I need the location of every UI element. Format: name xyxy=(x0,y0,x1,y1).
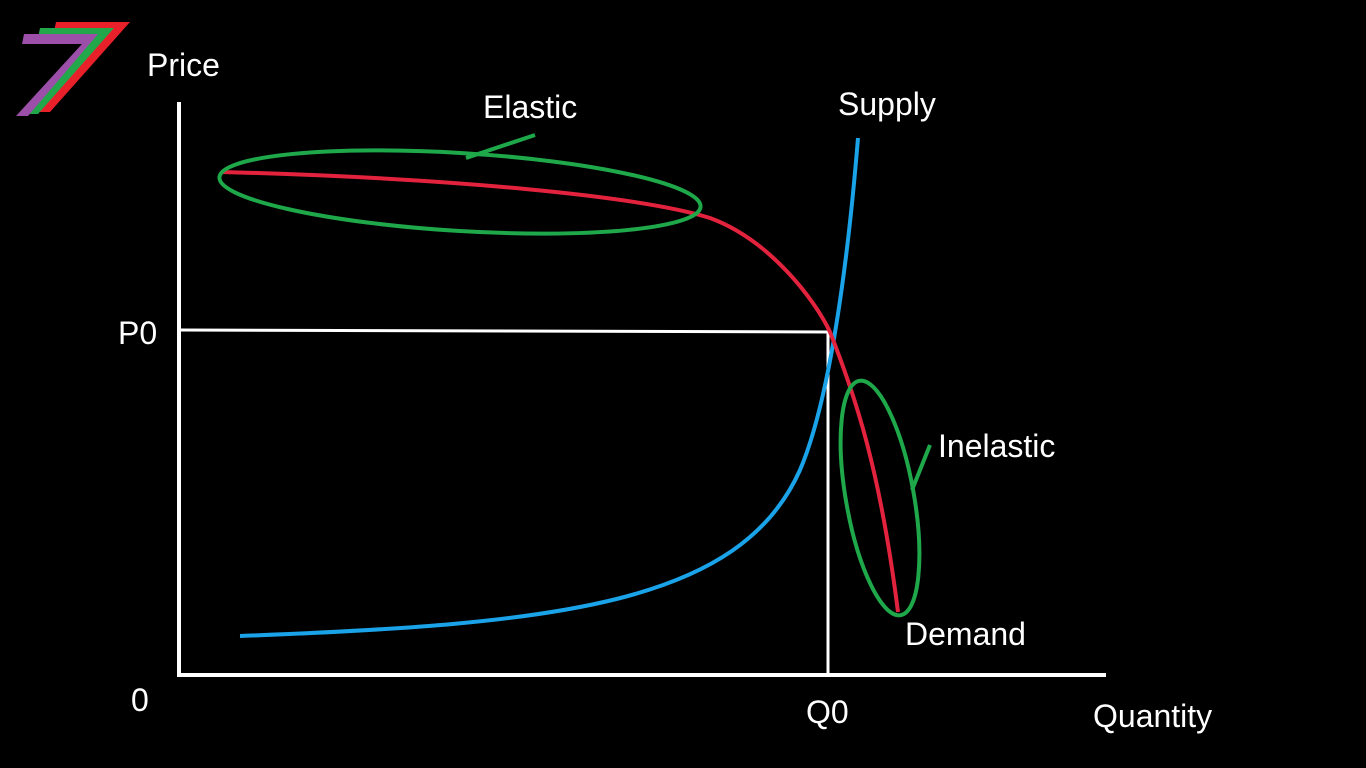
elastic-highlight xyxy=(217,133,703,236)
q0-label: Q0 xyxy=(806,694,849,730)
demand-curve xyxy=(221,170,900,613)
x-axis-label: Quantity xyxy=(1093,698,1212,734)
demand-label: Demand xyxy=(905,616,1026,652)
seven-stripes-logo-icon xyxy=(16,22,130,116)
p0-label: P0 xyxy=(118,315,157,351)
p0-guide-line xyxy=(178,328,829,334)
inelastic-highlight xyxy=(838,378,932,618)
elastic-label: Elastic xyxy=(483,89,577,125)
inelastic-label: Inelastic xyxy=(938,428,1055,464)
y-axis-label: Price xyxy=(147,47,220,83)
origin-label: 0 xyxy=(131,682,149,718)
supply-label: Supply xyxy=(838,86,936,122)
supply-curve xyxy=(239,137,860,638)
